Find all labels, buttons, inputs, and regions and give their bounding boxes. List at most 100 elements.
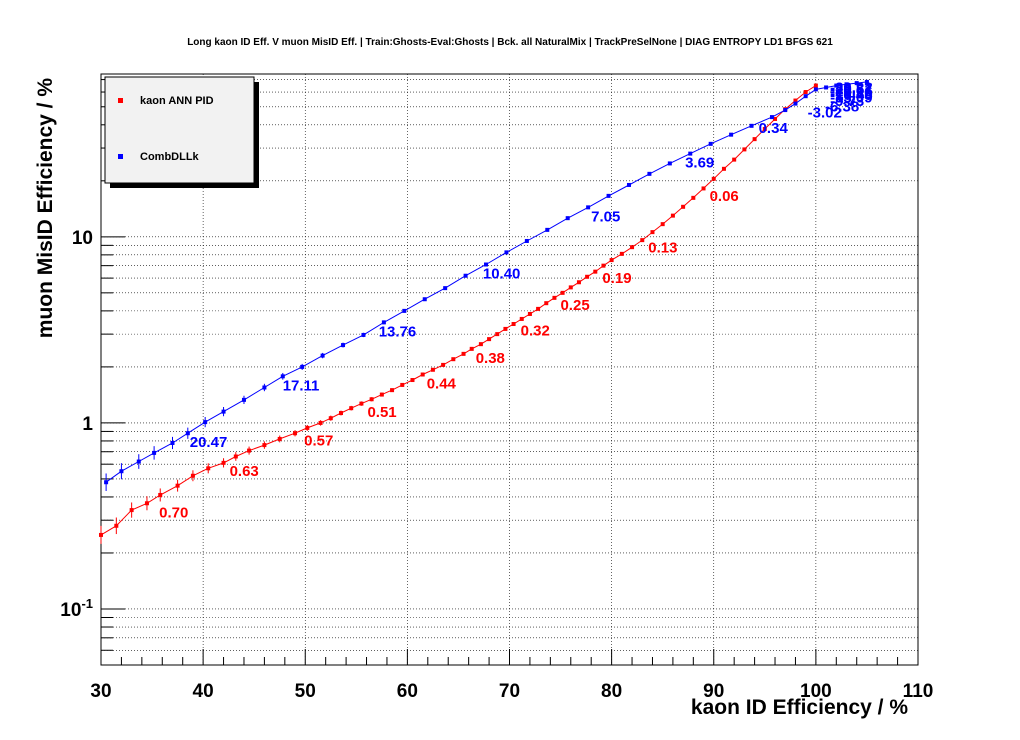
data-point <box>277 436 282 441</box>
data-point <box>361 332 366 337</box>
data-label: -6.38 <box>825 99 859 116</box>
data-point <box>422 297 427 302</box>
x-tick-label: 110 <box>903 681 934 702</box>
data-point <box>338 411 343 416</box>
data-point <box>586 205 591 210</box>
data-point <box>430 367 435 372</box>
data-point <box>114 523 119 528</box>
data-point <box>119 469 124 474</box>
data-point <box>793 101 798 106</box>
data-point <box>803 94 808 99</box>
data-point <box>660 222 665 227</box>
data-point <box>144 501 149 506</box>
data-point <box>305 425 310 430</box>
legend-marker-combdllk <box>118 154 123 159</box>
data-label: 10.40 <box>483 266 521 283</box>
data-point <box>545 227 550 232</box>
data-point <box>527 311 532 316</box>
series-combdllk <box>104 79 869 491</box>
legend-label-kaon-ann-pid: kaon ANN PID <box>140 95 214 107</box>
data-point <box>390 388 395 393</box>
data-point <box>99 532 103 537</box>
data-point <box>402 308 407 313</box>
legend-label-combdllk: CombDLLk <box>140 151 200 163</box>
data-point <box>681 204 686 209</box>
data-point <box>484 262 489 267</box>
data-label: -23.16 <box>830 84 873 101</box>
series-layer <box>99 79 869 544</box>
data-point <box>601 263 606 268</box>
data-point <box>854 81 859 86</box>
x-tick-label: 50 <box>295 681 316 702</box>
data-point <box>619 251 624 256</box>
data-point <box>379 392 384 397</box>
data-point <box>328 416 333 421</box>
x-tick-label: 30 <box>90 681 111 702</box>
data-point <box>688 151 693 156</box>
data-point <box>369 397 374 402</box>
data-label: -19.80 <box>830 85 873 102</box>
data-point <box>511 322 516 327</box>
data-point <box>262 385 267 390</box>
x-tick-label: 90 <box>703 681 724 702</box>
data-point <box>568 285 573 290</box>
data-point <box>844 82 849 87</box>
annotation-layer: 0.70 0.63 0.57 0.51 0.44 0.38 0.32 0.25 0.19 0.13… <box>159 79 873 521</box>
data-point <box>552 295 557 300</box>
data-point <box>606 193 611 198</box>
data-point <box>769 115 774 120</box>
data-point <box>711 176 716 181</box>
data-point <box>359 401 364 406</box>
data-label: 0.25 <box>560 297 589 314</box>
data-point <box>647 171 652 176</box>
data-point <box>783 108 788 113</box>
data-point <box>701 186 706 191</box>
x-axis-label: kaon ID Efficiency / % <box>691 696 908 719</box>
data-point <box>721 166 726 171</box>
data-point <box>469 346 474 351</box>
data-point <box>560 290 565 295</box>
y-tick-label: 1 <box>82 414 93 435</box>
data-label: 0.44 <box>427 376 457 393</box>
data-point <box>441 362 446 367</box>
data-point <box>293 431 298 436</box>
data-point <box>136 459 141 464</box>
data-point <box>478 342 483 347</box>
data-point <box>152 450 157 455</box>
data-label: 3.69 <box>685 155 714 172</box>
data-label: 0.57 <box>304 432 333 449</box>
y-tick-label: 10-1 <box>60 596 93 621</box>
data-label: -29.87 <box>830 81 873 98</box>
data-label: 0.19 <box>602 270 631 287</box>
series-kaon-ann-pid <box>99 83 818 544</box>
y-tick-label: 10 <box>72 228 93 249</box>
data-point <box>487 337 492 342</box>
data-point <box>813 83 818 88</box>
x-tick-labels: 30 40 50 60 70 80 90 100 110 <box>90 681 933 702</box>
data-point <box>824 85 829 90</box>
data-label: 17.11 <box>283 377 320 394</box>
data-point <box>300 364 305 369</box>
data-point <box>762 126 767 131</box>
data-label: 0.13 <box>648 239 677 256</box>
data-point <box>280 374 285 379</box>
data-point <box>129 508 134 513</box>
data-point <box>630 245 635 250</box>
data-label: -26.51 <box>830 82 873 99</box>
y-tick-labels: 10-1 1 10 <box>60 228 93 621</box>
data-point <box>420 372 425 377</box>
data-point <box>341 343 346 348</box>
data-label: 0.51 <box>367 404 396 421</box>
data-point <box>864 79 869 84</box>
data-point <box>565 216 570 221</box>
data-label: 13.76 <box>379 323 417 340</box>
data-label: 0.70 <box>159 504 188 521</box>
data-point <box>247 448 252 453</box>
data-point <box>410 378 415 383</box>
data-point <box>803 90 808 95</box>
data-point <box>544 301 549 306</box>
data-label: -3.02 <box>808 105 842 122</box>
data-label: 0.32 <box>521 323 550 340</box>
data-point <box>749 123 754 128</box>
